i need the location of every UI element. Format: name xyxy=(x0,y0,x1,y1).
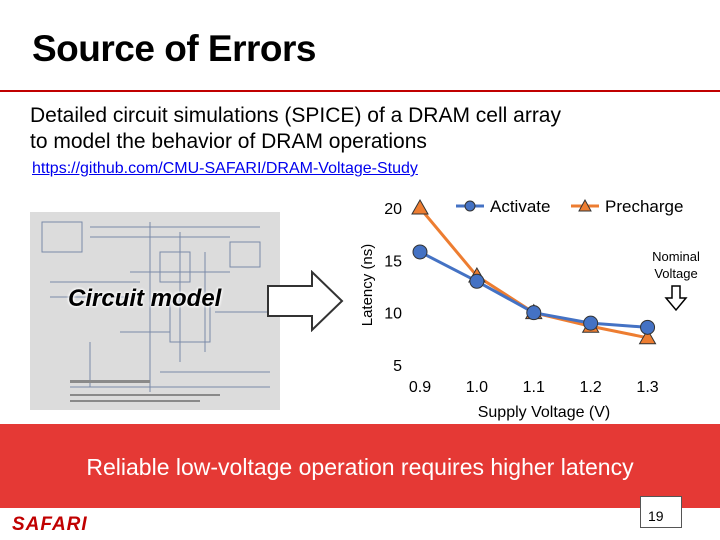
annotation-line-2: Voltage xyxy=(654,266,697,281)
slide-description: Detailed circuit simulations (SPICE) of … xyxy=(30,103,690,155)
title-divider xyxy=(0,90,720,92)
slide-title: Source of Errors xyxy=(32,28,316,69)
x-tick-label: 1.0 xyxy=(466,379,488,396)
legend-label-activate: Activate xyxy=(490,197,550,216)
conclusion-banner: Reliable low-voltage operation requires … xyxy=(0,424,720,508)
x-axis-label: Supply Voltage (V) xyxy=(478,404,611,421)
data-point-precharge xyxy=(638,328,657,345)
annotation-line-1: Nominal xyxy=(652,249,700,264)
x-tick-label: 1.3 xyxy=(636,379,658,396)
legend-marker-precharge xyxy=(578,198,592,212)
y-tick-label: 10 xyxy=(384,306,402,323)
data-point-precharge xyxy=(411,198,429,215)
right-arrow-icon xyxy=(267,270,344,332)
page-number: 19 xyxy=(648,508,664,524)
description-line-2: to model the behavior of DRAM operations xyxy=(30,130,427,153)
legend-marker-activate xyxy=(464,200,476,212)
down-arrow-icon xyxy=(664,285,688,312)
circuit-schematic-drawing xyxy=(41,221,270,402)
safari-logo: SAFARI xyxy=(12,514,88,535)
page-number-box xyxy=(640,496,682,528)
x-tick-label: 1.1 xyxy=(523,379,545,396)
banner-text: Reliable low-voltage operation requires … xyxy=(86,454,634,480)
y-tick-label: 5 xyxy=(393,358,402,375)
x-tick-label: 1.2 xyxy=(580,379,602,396)
data-point-activate xyxy=(640,319,656,335)
data-point-activate xyxy=(412,244,428,260)
latency-voltage-chart: Latency (ns) Supply Voltage (V) 5101520 … xyxy=(359,197,700,421)
circuit-model-label: Circuit model xyxy=(68,285,222,312)
description-line-1: Detailed circuit simulations (SPICE) of … xyxy=(30,104,561,127)
y-axis-label: Latency (ns) xyxy=(359,244,376,327)
data-point-activate xyxy=(583,315,599,331)
y-tick-label: 20 xyxy=(384,201,402,218)
github-link[interactable]: https://github.com/CMU-SAFARI/DRAM-Volta… xyxy=(32,160,418,177)
x-tick-label: 0.9 xyxy=(409,379,431,396)
data-point-activate xyxy=(469,273,485,289)
data-point-activate xyxy=(526,305,542,321)
circuit-diagram-image: Circuit model xyxy=(30,212,280,410)
y-tick-label: 15 xyxy=(384,253,402,270)
legend-label-precharge: Precharge xyxy=(605,197,683,216)
